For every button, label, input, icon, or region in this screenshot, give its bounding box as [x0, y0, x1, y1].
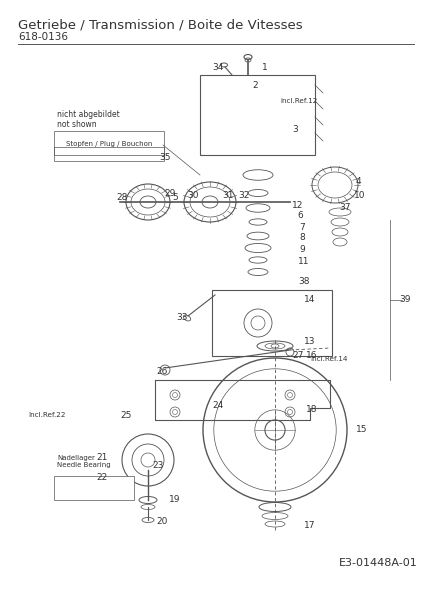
- Text: incl.Ref.12: incl.Ref.12: [280, 98, 318, 104]
- Text: 34: 34: [212, 64, 224, 73]
- Text: 18: 18: [306, 406, 318, 415]
- FancyBboxPatch shape: [54, 131, 164, 155]
- Text: 10: 10: [354, 191, 366, 200]
- Text: 9: 9: [299, 245, 305, 254]
- Text: 11: 11: [298, 257, 310, 266]
- Text: 22: 22: [96, 473, 108, 481]
- Text: Getriebe / Transmission / Boite de Vitesses: Getriebe / Transmission / Boite de Vites…: [18, 18, 303, 31]
- Text: 23: 23: [152, 461, 164, 469]
- Text: Stopfen / Plug / Bouchon: Stopfen / Plug / Bouchon: [66, 141, 152, 147]
- Text: 4: 4: [355, 178, 361, 187]
- Text: 21: 21: [96, 454, 108, 463]
- Text: 1: 1: [262, 64, 268, 73]
- Text: 26: 26: [156, 367, 168, 377]
- Text: 17: 17: [304, 520, 316, 529]
- Text: 35: 35: [159, 152, 171, 161]
- Text: 37: 37: [339, 202, 351, 211]
- Text: 14: 14: [304, 295, 316, 304]
- Bar: [200, 75, 315, 155]
- Text: 20: 20: [156, 517, 168, 527]
- Text: 13: 13: [304, 337, 316, 346]
- Bar: [212, 290, 332, 356]
- Text: E3-01448A-01: E3-01448A-01: [339, 558, 418, 568]
- Text: 6: 6: [297, 211, 303, 220]
- Text: 19: 19: [169, 496, 181, 505]
- Text: nicht abgebildet
not shown: nicht abgebildet not shown: [57, 110, 120, 130]
- Text: 7: 7: [299, 223, 305, 232]
- Text: 12: 12: [292, 200, 304, 209]
- Text: 38: 38: [298, 277, 310, 286]
- Text: 15: 15: [356, 425, 368, 434]
- Text: 31: 31: [222, 191, 234, 200]
- Text: 8: 8: [299, 233, 305, 242]
- Text: 29: 29: [164, 190, 176, 199]
- Text: 28: 28: [116, 193, 128, 202]
- FancyBboxPatch shape: [54, 476, 134, 500]
- Text: 16: 16: [306, 352, 318, 361]
- Text: 25: 25: [121, 410, 132, 419]
- Text: 618-0136: 618-0136: [18, 32, 68, 42]
- Text: 39: 39: [399, 295, 411, 304]
- Text: 5: 5: [172, 193, 178, 202]
- Text: Incl.Ref.14: Incl.Ref.14: [310, 356, 347, 362]
- Text: 24: 24: [213, 401, 224, 409]
- Text: Incl.Ref.22: Incl.Ref.22: [28, 412, 66, 418]
- Text: 30: 30: [187, 191, 199, 200]
- Text: 3: 3: [292, 125, 298, 134]
- Text: 27: 27: [292, 352, 304, 361]
- Text: Nadellager
Needle Bearing: Nadellager Needle Bearing: [57, 455, 111, 468]
- Text: 2: 2: [252, 80, 258, 89]
- Text: 32: 32: [238, 191, 250, 200]
- Text: 33: 33: [176, 313, 188, 323]
